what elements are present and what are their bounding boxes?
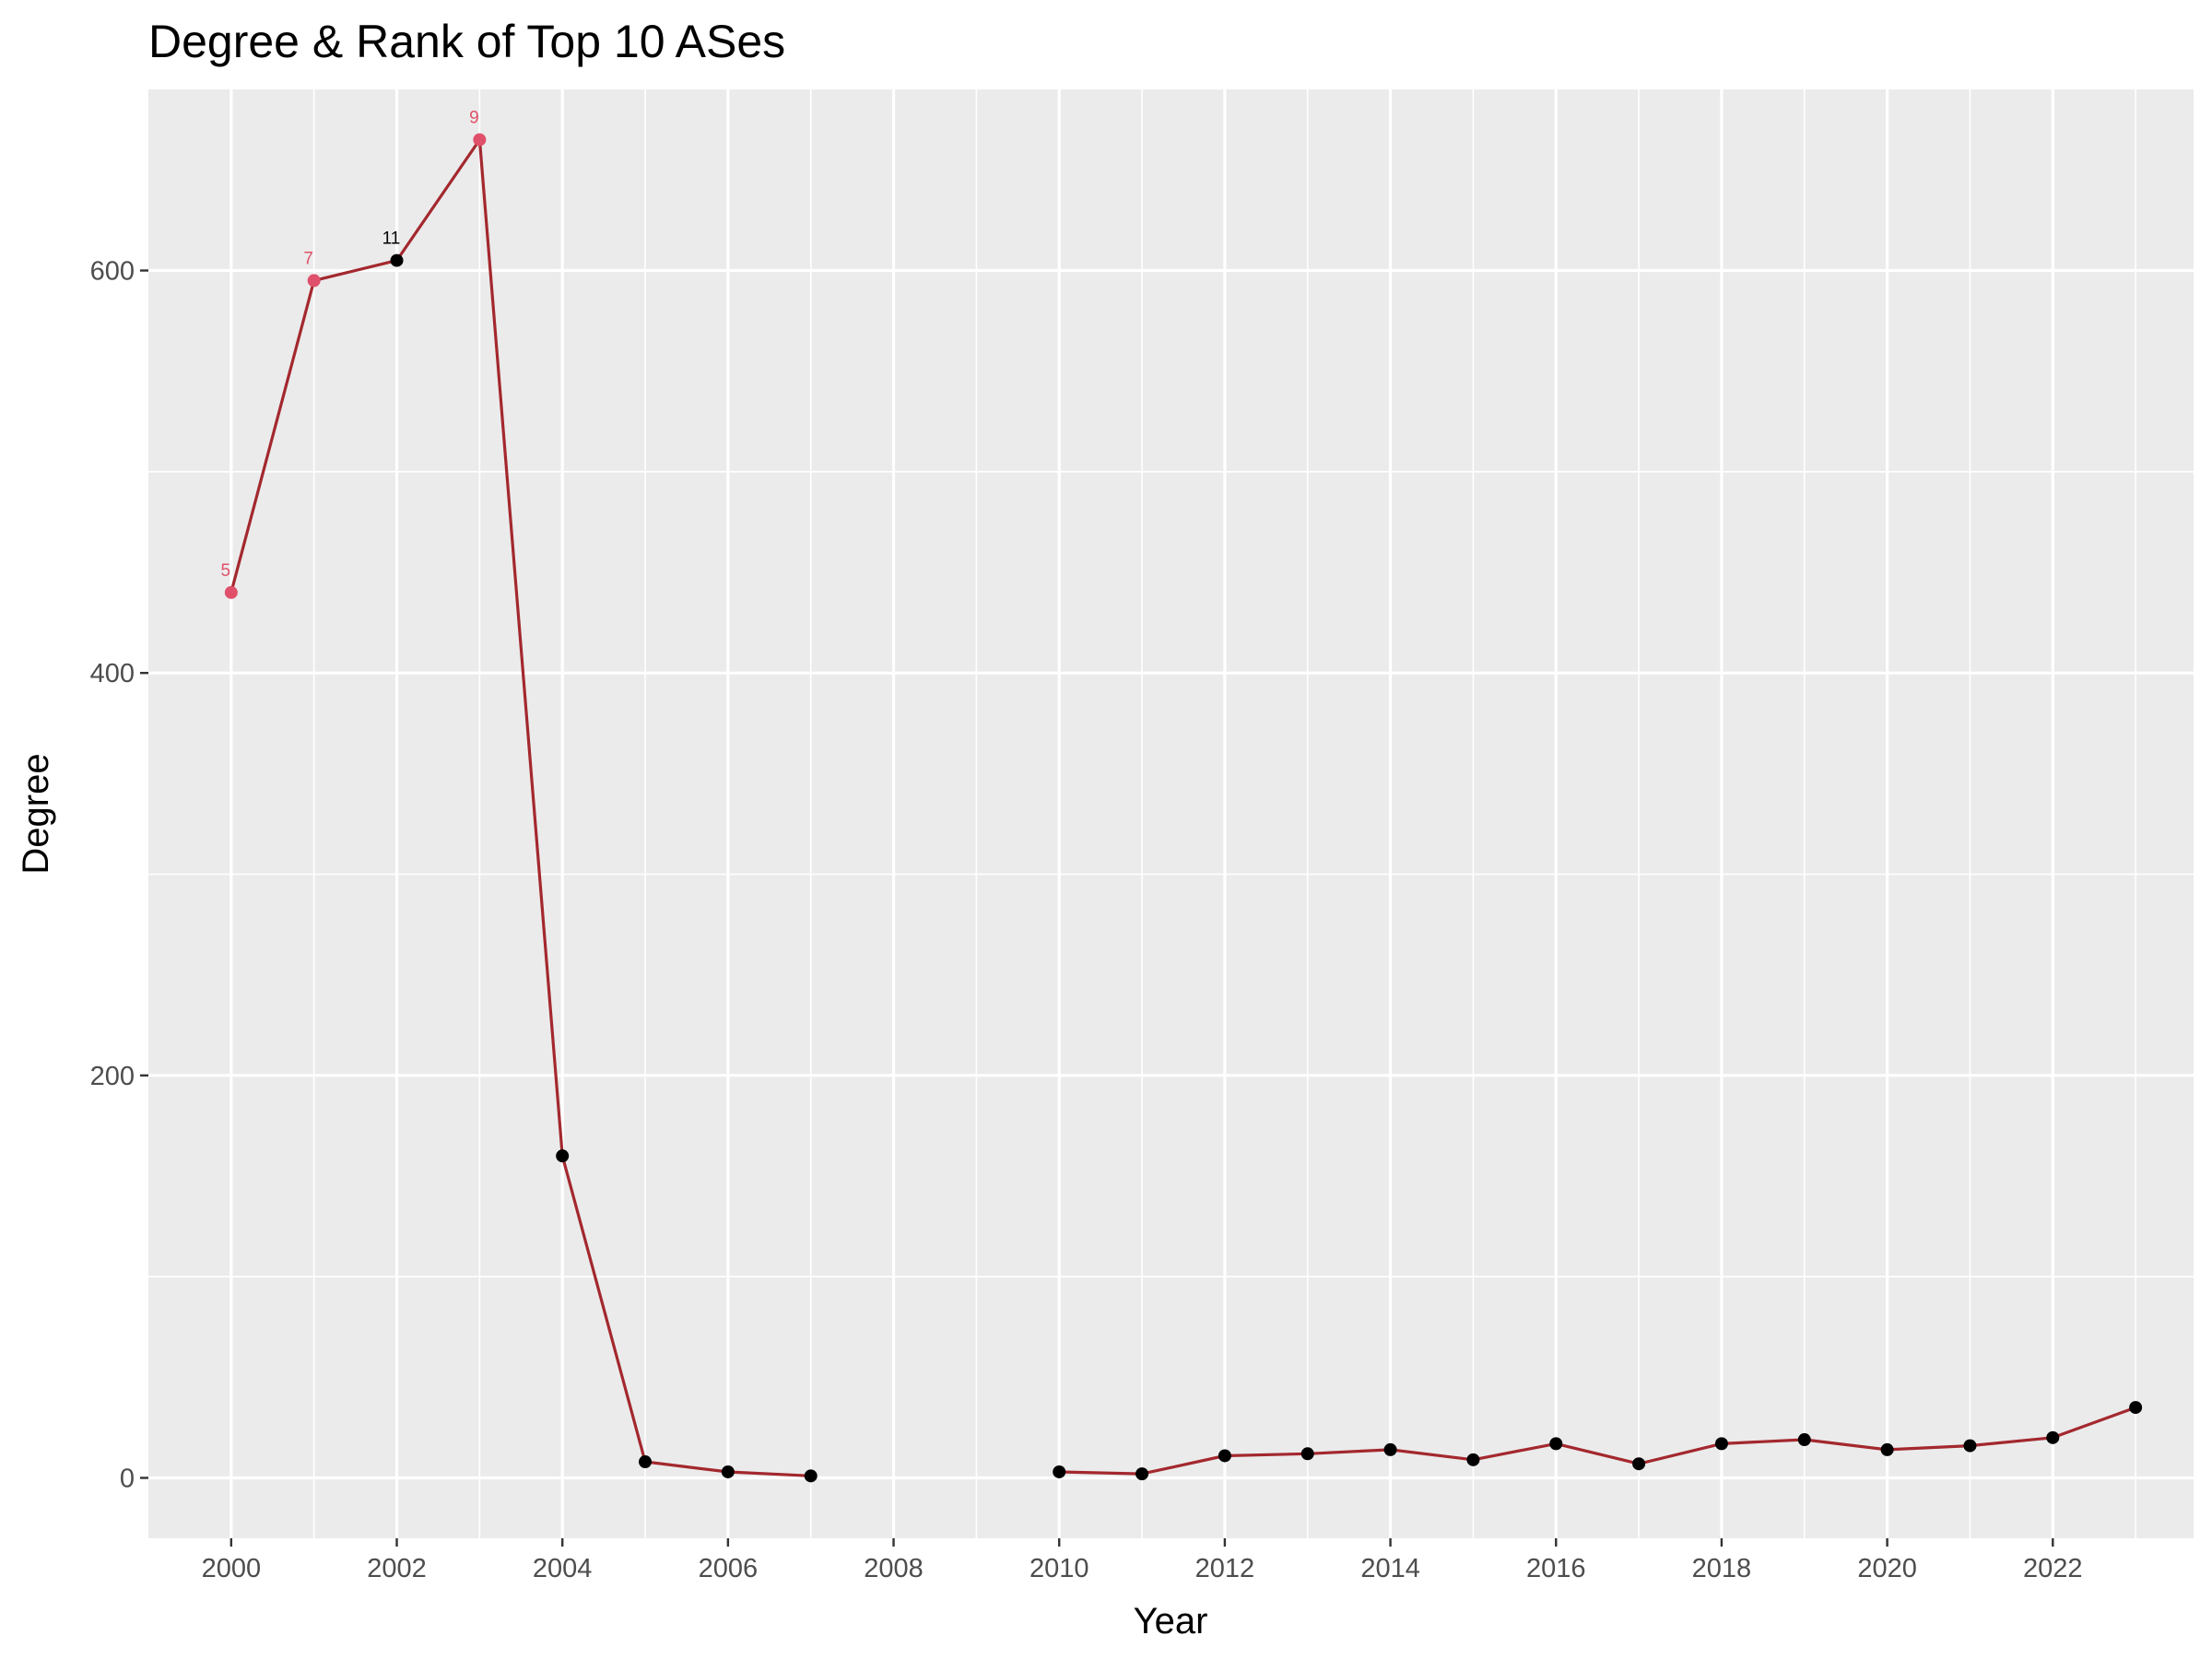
minor-gridlines	[148, 89, 2194, 1538]
x-tick-label: 2014	[1360, 1554, 1420, 1583]
data-point	[639, 1455, 653, 1469]
data-point	[1300, 1447, 1314, 1461]
rank-label: 7	[303, 249, 313, 268]
data-point	[1053, 1465, 1066, 1478]
x-tick-label: 2022	[2023, 1554, 2083, 1583]
x-tick-label: 2000	[202, 1554, 262, 1583]
x-tick-label: 2006	[699, 1554, 759, 1583]
rank-label: 11	[382, 229, 401, 249]
x-tick-label: 2012	[1195, 1554, 1255, 1583]
data-point	[1135, 1467, 1149, 1481]
y-tick-label: 400	[90, 659, 135, 688]
data-point	[390, 253, 404, 267]
data-point	[1963, 1439, 1977, 1453]
data-point	[1714, 1437, 1728, 1451]
y-tick-label: 200	[90, 1062, 135, 1091]
y-axis-title: Degree	[16, 753, 56, 874]
data-point	[1218, 1449, 1231, 1463]
series-points	[224, 133, 2143, 1483]
data-point	[556, 1149, 570, 1163]
x-tick-label: 2004	[533, 1554, 593, 1583]
data-point	[1880, 1442, 1894, 1456]
x-tick-label: 2016	[1526, 1554, 1586, 1583]
data-point	[1466, 1453, 1480, 1466]
data-point	[224, 585, 238, 599]
x-tick-label: 2010	[1030, 1554, 1089, 1583]
x-tick-label: 2020	[1857, 1554, 1917, 1583]
data-point	[1383, 1442, 1397, 1456]
y-tick-label: 0	[120, 1465, 135, 1494]
x-tick-label: 2002	[367, 1554, 427, 1583]
data-point	[2046, 1430, 2060, 1444]
point-labels: 5 7 11 9	[221, 109, 479, 581]
data-point	[2129, 1401, 2143, 1415]
plot-panel	[148, 89, 2194, 1538]
rank-label: 5	[221, 561, 231, 581]
data-point	[804, 1469, 818, 1483]
rank-label: 9	[469, 109, 479, 128]
data-point	[473, 133, 487, 147]
series-line-segment	[1059, 1406, 2136, 1476]
series-line-segment	[229, 138, 811, 1477]
major-gridlines	[148, 89, 2194, 1538]
chart-title: Degree & Rank of Top 10 ASes	[148, 16, 785, 67]
x-axis: 2000 2002 2004 2006 2008 2010 2012 2014 2016 2018…	[202, 1538, 2083, 1583]
y-tick-label: 600	[90, 257, 135, 287]
data-point	[307, 274, 321, 288]
y-axis: 0 200 400 600	[90, 257, 148, 1494]
data-point	[1549, 1437, 1563, 1451]
data-point	[721, 1465, 735, 1478]
x-tick-label: 2018	[1692, 1554, 1752, 1583]
data-point	[1797, 1433, 1811, 1447]
x-tick-label: 2008	[864, 1554, 924, 1583]
x-axis-title: Year	[1134, 1601, 1208, 1641]
series-lines	[229, 138, 2136, 1477]
data-point	[1632, 1457, 1646, 1471]
